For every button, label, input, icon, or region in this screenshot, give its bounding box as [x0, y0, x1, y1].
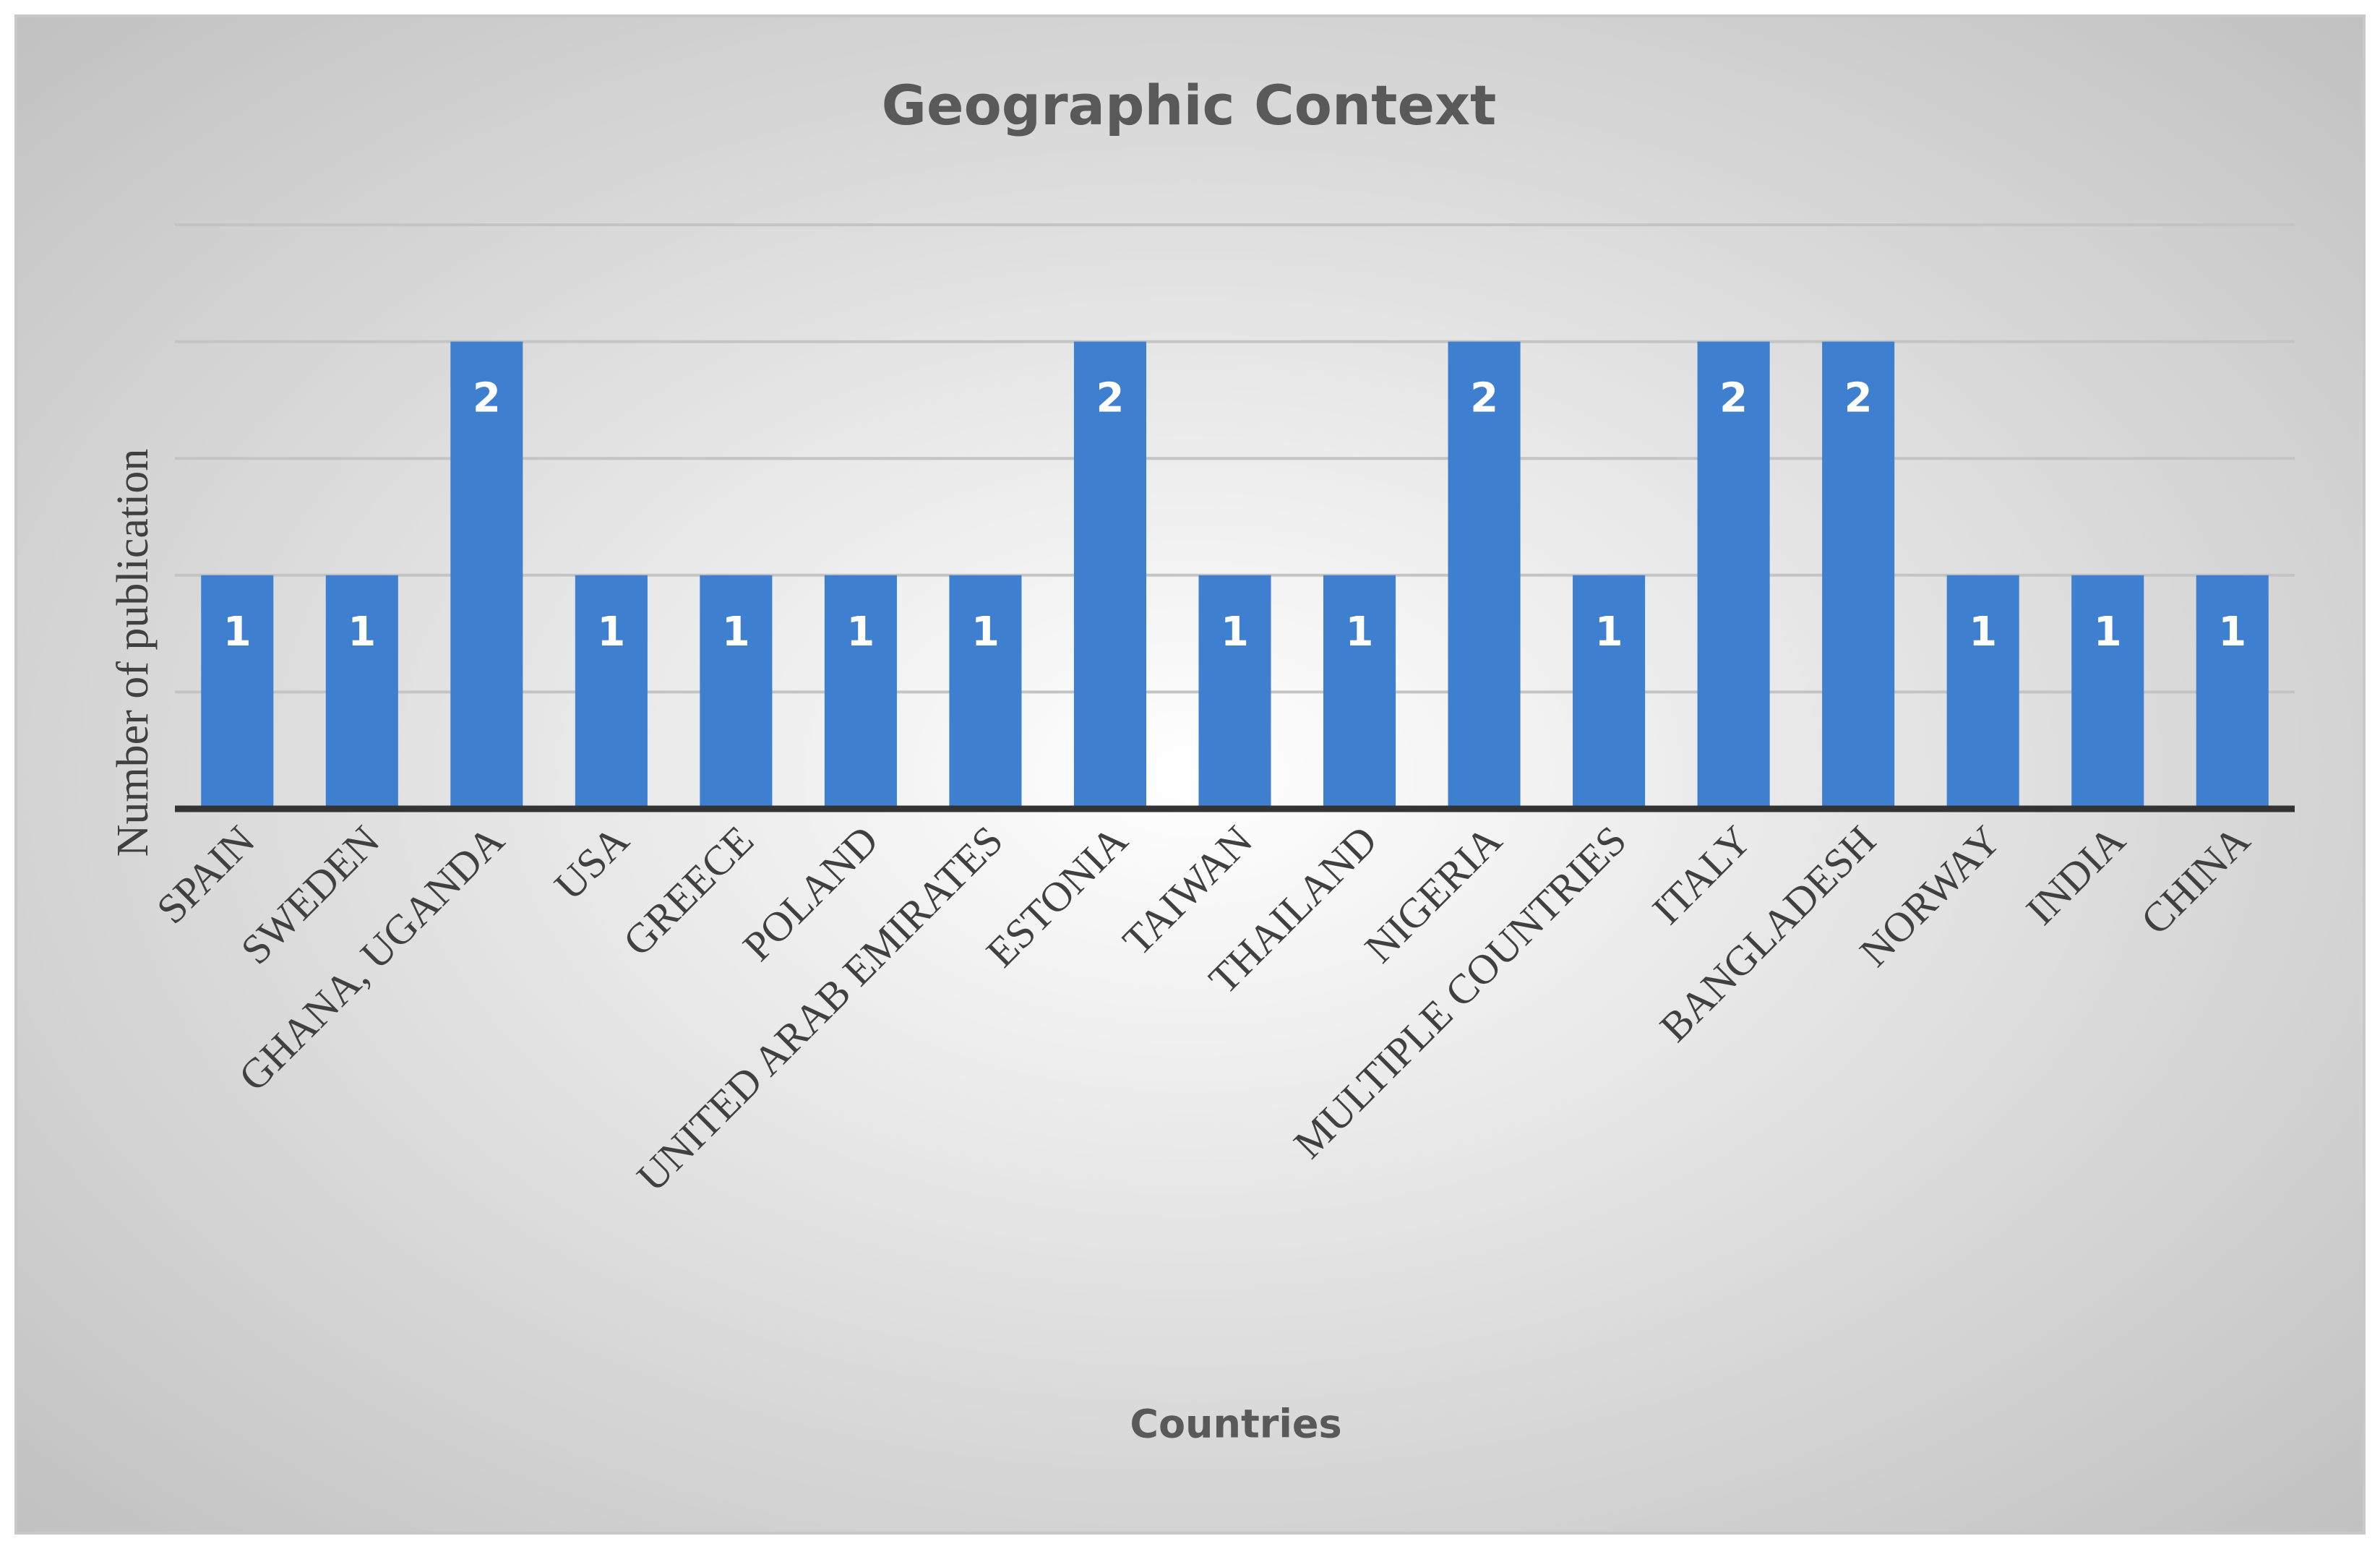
bar: [700, 575, 773, 809]
data-label: 1: [1595, 609, 1623, 656]
data-label: 2: [1844, 375, 1873, 422]
bar: [1822, 341, 1895, 810]
data-label: 1: [348, 609, 376, 656]
bar: [1946, 575, 2019, 809]
data-label: 2: [1096, 375, 1124, 422]
bar: [1198, 575, 1271, 809]
bar: [2196, 575, 2269, 809]
bar: [1323, 575, 1396, 809]
bar: [575, 575, 648, 809]
bar: [824, 575, 897, 809]
bar: [949, 575, 1022, 809]
data-label: 1: [722, 609, 750, 656]
bar: [1573, 575, 1646, 809]
y-axis-title: Number of publication: [108, 449, 158, 857]
bar: [325, 575, 398, 809]
data-label: 1: [971, 609, 1000, 656]
bar: [1697, 341, 1770, 810]
bar: [2071, 575, 2144, 809]
chart-title: Geographic Context: [882, 73, 1497, 137]
bar: [450, 341, 523, 810]
data-label: 1: [223, 609, 252, 656]
bar: [1448, 341, 1521, 810]
data-label: 1: [2218, 609, 2246, 656]
data-label: 1: [1346, 609, 1374, 656]
data-label: 2: [473, 375, 501, 422]
data-label: 1: [597, 609, 625, 656]
bar: [201, 575, 274, 809]
data-label: 1: [2094, 609, 2122, 656]
bar: [1073, 341, 1147, 810]
x-axis-title: Countries: [1130, 1402, 1341, 1447]
data-label: 1: [1969, 609, 1997, 656]
data-label: 2: [1719, 375, 1748, 422]
data-label: 1: [846, 609, 875, 656]
data-label: 1: [1221, 609, 1249, 656]
data-label: 2: [1470, 375, 1498, 422]
